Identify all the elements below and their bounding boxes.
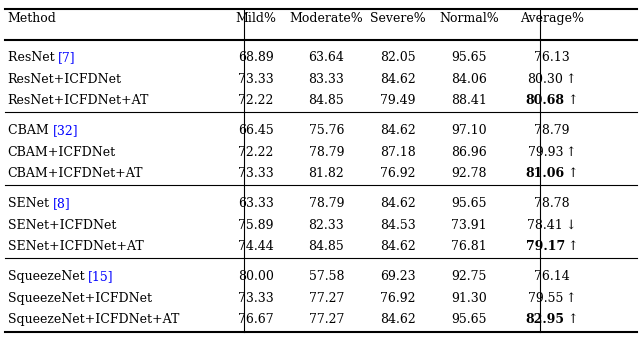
Text: 95.65: 95.65 [451,197,487,210]
Text: 84.53: 84.53 [380,219,416,232]
Text: 68.89: 68.89 [238,51,274,64]
Text: CBAM+ICFDNet+AT: CBAM+ICFDNet+AT [8,167,143,180]
Text: 76.13: 76.13 [534,51,570,64]
Text: 88.41: 88.41 [451,94,487,107]
Text: 84.62: 84.62 [380,124,416,137]
Text: 76.14: 76.14 [534,270,570,283]
Text: ↑: ↑ [566,73,576,86]
Text: ↑: ↑ [568,167,578,180]
Text: 84.62: 84.62 [380,313,416,326]
Text: 78.79: 78.79 [534,124,570,137]
Text: 66.45: 66.45 [238,124,274,137]
Text: 75.76: 75.76 [308,124,344,137]
Text: [32]: [32] [52,124,78,137]
Text: 84.85: 84.85 [308,94,344,107]
Text: 63.64: 63.64 [308,51,344,64]
Text: 83.33: 83.33 [308,73,344,86]
Text: 79.55: 79.55 [527,292,563,305]
Text: 82.33: 82.33 [308,219,344,232]
Text: 91.30: 91.30 [451,292,487,305]
Text: 73.33: 73.33 [238,292,274,305]
Text: 84.62: 84.62 [380,197,416,210]
Text: 92.75: 92.75 [451,270,487,283]
Text: 72.22: 72.22 [238,94,274,107]
Text: ResNet+ICFDNet+AT: ResNet+ICFDNet+AT [8,94,149,107]
Text: ↑: ↑ [567,94,578,107]
Text: 82.05: 82.05 [380,51,416,64]
Text: 63.33: 63.33 [238,197,274,210]
Text: CBAM: CBAM [8,124,52,137]
Text: Severe%: Severe% [370,12,426,25]
Text: 73.33: 73.33 [238,73,274,86]
Text: 69.23: 69.23 [380,270,416,283]
Text: SqueezeNet: SqueezeNet [8,270,88,283]
Text: 75.89: 75.89 [238,219,274,232]
Text: SENet+ICFDNet+AT: SENet+ICFDNet+AT [8,240,143,253]
Text: 73.91: 73.91 [451,219,487,232]
Text: ↑: ↑ [567,313,578,326]
Text: ↑: ↑ [568,240,578,253]
Text: 81.06: 81.06 [525,167,565,180]
Text: ↑: ↑ [566,292,576,305]
Text: 79.49: 79.49 [380,94,416,107]
Text: 76.92: 76.92 [380,167,416,180]
Text: 95.65: 95.65 [451,51,487,64]
Text: 76.92: 76.92 [380,292,416,305]
Text: ResNet: ResNet [8,51,58,64]
Text: SENet: SENet [8,197,52,210]
Text: 84.62: 84.62 [380,73,416,86]
Text: Average%: Average% [520,12,584,25]
Text: 84.06: 84.06 [451,73,487,86]
Text: SENet+ICFDNet: SENet+ICFDNet [8,219,116,232]
Text: 80.00: 80.00 [238,270,274,283]
Text: 74.44: 74.44 [238,240,274,253]
Text: 92.78: 92.78 [451,167,487,180]
Text: 80.30: 80.30 [527,73,563,86]
Text: ↓: ↓ [566,219,576,232]
Text: 80.68: 80.68 [526,94,564,107]
Text: 78.78: 78.78 [534,197,570,210]
Text: 86.96: 86.96 [451,146,487,159]
Text: 77.27: 77.27 [308,292,344,305]
Text: 82.95: 82.95 [526,313,564,326]
Text: 84.85: 84.85 [308,240,344,253]
Text: 77.27: 77.27 [308,313,344,326]
Text: [8]: [8] [52,197,70,210]
Text: 72.22: 72.22 [238,146,274,159]
Text: 87.18: 87.18 [380,146,416,159]
Text: [7]: [7] [58,51,76,64]
Text: 57.58: 57.58 [308,270,344,283]
Text: Method: Method [8,12,56,25]
Text: [15]: [15] [88,270,114,283]
Text: Normal%: Normal% [439,12,499,25]
Text: SqueezeNet+ICFDNet: SqueezeNet+ICFDNet [8,292,152,305]
Text: 97.10: 97.10 [451,124,487,137]
Text: 78.41: 78.41 [527,219,563,232]
Text: 95.65: 95.65 [451,313,487,326]
Text: CBAM+ICFDNet: CBAM+ICFDNet [8,146,116,159]
Text: 73.33: 73.33 [238,167,274,180]
Text: 76.67: 76.67 [238,313,274,326]
Text: 78.79: 78.79 [308,146,344,159]
Text: 79.17: 79.17 [525,240,565,253]
Text: Mild%: Mild% [236,12,276,25]
Text: Moderate%: Moderate% [289,12,364,25]
Text: 78.79: 78.79 [308,197,344,210]
Text: 76.81: 76.81 [451,240,487,253]
Text: ResNet+ICFDNet: ResNet+ICFDNet [8,73,122,86]
Text: 79.93: 79.93 [527,146,563,159]
Text: SqueezeNet+ICFDNet+AT: SqueezeNet+ICFDNet+AT [8,313,179,326]
Text: 84.62: 84.62 [380,240,416,253]
Text: ↑: ↑ [566,146,576,159]
Text: 81.82: 81.82 [308,167,344,180]
